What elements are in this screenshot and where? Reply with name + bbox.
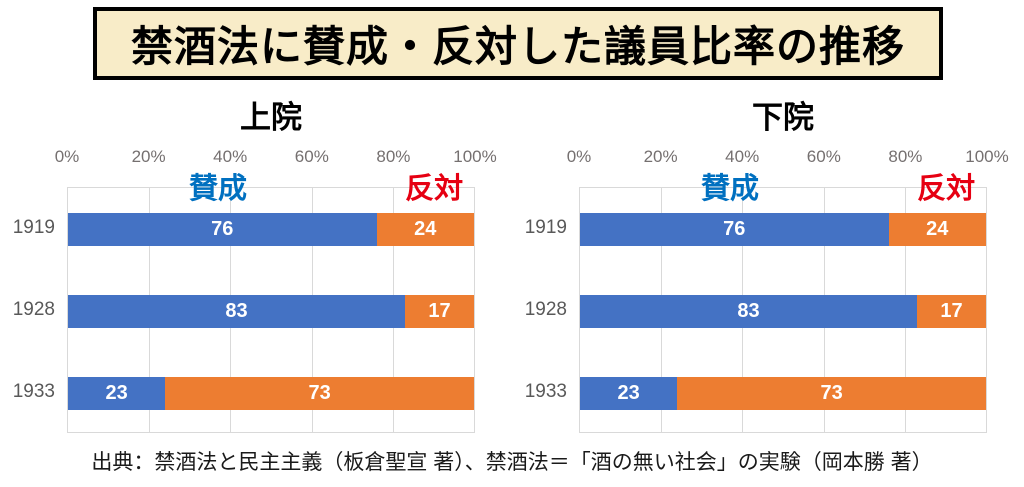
bar-segment-against: 24 bbox=[376, 212, 474, 246]
x-axis-tick: 20% bbox=[131, 147, 166, 166]
stacked-bar: 23 73 bbox=[68, 376, 474, 410]
x-axis-tick: 100% bbox=[453, 147, 497, 166]
stacked-bar: 23 73 bbox=[580, 376, 986, 410]
category-label: 1928 bbox=[12, 299, 55, 320]
bar-segment-for: 76 bbox=[580, 212, 889, 246]
x-axis-tick: 40% bbox=[725, 147, 760, 166]
chart-lower-house: 下院 0% 20% 40% 60% 80% 100% 76 24 83 17 23 73 賛成 反対 1… bbox=[512, 0, 1024, 487]
series-label-against: 反対 bbox=[917, 173, 976, 205]
series-label-for: 賛成 bbox=[700, 173, 759, 205]
bar-segment-for: 76 bbox=[68, 212, 377, 246]
x-axis-tick: 0% bbox=[566, 147, 592, 166]
page-title: 禁酒法に賛成・反対した議員比率の推移 bbox=[93, 7, 943, 80]
bar-segment-against: 17 bbox=[916, 294, 986, 328]
x-axis-tick: 60% bbox=[294, 147, 329, 166]
bar-segment-for: 83 bbox=[68, 294, 405, 328]
category-label: 1933 bbox=[12, 381, 55, 402]
x-axis-tick: 100% bbox=[965, 147, 1009, 166]
bar-segment-against: 24 bbox=[888, 212, 986, 246]
bar-segment-against: 73 bbox=[677, 376, 986, 410]
chart-upper-house: 上院 0% 20% 40% 60% 80% 100% 76 24 83 17 23 73 賛成 反対 1… bbox=[12, 100, 497, 433]
bar-segment-for: 83 bbox=[580, 294, 917, 328]
bar-segment-against: 17 bbox=[404, 294, 474, 328]
x-axis-tick: 40% bbox=[213, 147, 248, 166]
category-label: 1933 bbox=[524, 381, 567, 402]
x-axis-tick: 20% bbox=[643, 147, 678, 166]
series-label-against: 反対 bbox=[405, 173, 464, 205]
x-axis-tick: 0% bbox=[54, 147, 80, 166]
stacked-bar: 83 17 bbox=[580, 294, 986, 328]
x-axis-tick: 60% bbox=[806, 147, 841, 166]
stacked-bar: 76 24 bbox=[580, 212, 986, 246]
x-axis: 0% 20% 40% 60% 80% 100% bbox=[55, 147, 497, 167]
category-label: 1919 bbox=[12, 217, 55, 238]
x-axis: 0% 20% 40% 60% 80% 100% bbox=[567, 147, 1009, 167]
chart-title: 下院 bbox=[752, 100, 814, 135]
plot-area: 76 24 83 17 23 73 bbox=[67, 187, 475, 433]
bar-segment-for: 23 bbox=[68, 376, 166, 410]
stacked-bar: 83 17 bbox=[68, 294, 474, 328]
category-label: 1928 bbox=[524, 299, 567, 320]
bar-segment-for: 23 bbox=[580, 376, 678, 410]
chart-title: 上院 bbox=[240, 100, 302, 135]
x-axis-tick: 80% bbox=[888, 147, 923, 166]
stacked-bar: 76 24 bbox=[68, 212, 474, 246]
x-axis-tick: 80% bbox=[376, 147, 411, 166]
source-caption: 出典：禁酒法と民主主義（板倉聖宣 著）、禁酒法＝「酒の無い社会」の実験（岡本勝 … bbox=[91, 451, 933, 474]
series-label-for: 賛成 bbox=[188, 173, 247, 205]
category-label: 1919 bbox=[524, 217, 567, 238]
bar-segment-against: 73 bbox=[165, 376, 474, 410]
plot-area: 76 24 83 17 23 73 bbox=[579, 187, 987, 433]
